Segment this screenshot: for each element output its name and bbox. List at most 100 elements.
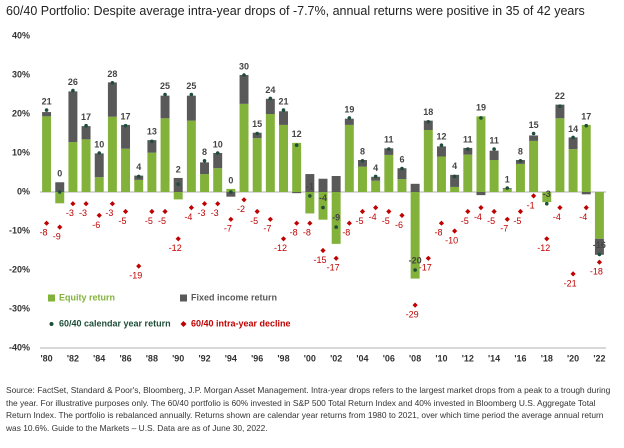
calendar-return-label: 17 bbox=[581, 111, 591, 121]
calendar-return-label: 0 bbox=[57, 169, 62, 179]
legend-swatch bbox=[49, 322, 54, 326]
intra-year-decline-label: -8 bbox=[303, 228, 311, 238]
legend-swatch bbox=[180, 321, 187, 327]
calendar-return-dot bbox=[505, 186, 510, 190]
intra-year-decline-label: -18 bbox=[590, 267, 603, 277]
bar-segment bbox=[94, 177, 104, 192]
calendar-return-label: 2 bbox=[176, 164, 181, 174]
calendar-return-dot bbox=[189, 92, 194, 97]
bar-segment bbox=[55, 192, 65, 204]
calendar-return-label: 8 bbox=[202, 147, 207, 157]
bar-segment bbox=[529, 140, 539, 192]
x-tick-label: '14 bbox=[488, 353, 500, 363]
bar-segment bbox=[305, 174, 315, 192]
calendar-return-label: 12 bbox=[292, 129, 302, 139]
intra-year-decline-marker bbox=[228, 216, 234, 222]
intra-year-decline-marker bbox=[188, 205, 194, 211]
bar-segment bbox=[384, 154, 394, 192]
bar-segment bbox=[410, 183, 420, 192]
bar-segment bbox=[68, 91, 78, 143]
bar-segment bbox=[397, 168, 407, 180]
intra-year-decline-marker bbox=[412, 302, 418, 308]
bar-segment bbox=[568, 149, 578, 192]
intra-year-decline-marker bbox=[583, 205, 589, 211]
bar-segment bbox=[384, 148, 394, 155]
calendar-return-dot bbox=[465, 147, 470, 151]
x-tick-label: '82 bbox=[67, 353, 79, 363]
intra-year-decline-marker bbox=[386, 208, 392, 215]
bar-segment bbox=[436, 146, 446, 157]
x-tick-label: '92 bbox=[198, 353, 210, 363]
calendar-return-label: 28 bbox=[107, 69, 117, 79]
calendar-return-dot bbox=[400, 166, 404, 171]
bar-segment bbox=[450, 174, 460, 187]
calendar-return-label: 8 bbox=[360, 146, 365, 156]
bar-segment bbox=[489, 150, 499, 161]
intra-year-decline-label: -21 bbox=[564, 278, 577, 288]
bar-segment bbox=[397, 179, 407, 192]
intra-year-decline-label: -4 bbox=[579, 212, 587, 222]
bar-segment bbox=[147, 140, 157, 153]
calendar-return-label: -4 bbox=[319, 193, 327, 203]
intra-year-decline-label: -7 bbox=[500, 224, 508, 234]
intra-year-decline-marker bbox=[438, 220, 445, 226]
intra-year-decline-label: -2 bbox=[237, 204, 245, 214]
calendar-return-dot bbox=[426, 120, 431, 124]
intra-year-decline-marker bbox=[504, 216, 510, 222]
bar-segment bbox=[121, 148, 131, 192]
calendar-return-label: 19 bbox=[344, 104, 354, 114]
bar-segment bbox=[515, 163, 525, 192]
calendar-return-dot bbox=[163, 92, 167, 97]
calendar-return-label: 11 bbox=[463, 134, 473, 144]
intra-year-decline-marker bbox=[215, 201, 221, 207]
calendar-return-label: -1 bbox=[306, 181, 314, 191]
calendar-return-label: 10 bbox=[94, 139, 104, 149]
bar-segment bbox=[502, 188, 512, 192]
bar-segment bbox=[226, 192, 236, 197]
y-tick-label: 40% bbox=[12, 30, 30, 40]
legend-label: 60/40 calendar year return bbox=[59, 318, 171, 328]
intra-year-decline-marker bbox=[241, 197, 247, 203]
calendar-return-label: -16 bbox=[593, 240, 606, 250]
bar-segment bbox=[252, 138, 262, 192]
bar-segment bbox=[568, 137, 578, 150]
intra-year-decline-marker bbox=[136, 263, 142, 269]
intra-year-decline-label: -4 bbox=[474, 212, 482, 222]
bar-segment bbox=[279, 124, 288, 192]
bar-segment bbox=[331, 192, 341, 244]
bar-segment bbox=[160, 95, 170, 119]
bar-segment bbox=[186, 120, 196, 192]
bar-segment bbox=[305, 192, 315, 214]
calendar-return-dot bbox=[492, 147, 496, 151]
intra-year-decline-label: -7 bbox=[224, 224, 232, 234]
intra-year-decline-marker bbox=[57, 224, 63, 230]
intra-year-decline-marker bbox=[201, 201, 208, 207]
calendar-return-dot bbox=[387, 147, 391, 151]
calendar-return-dot bbox=[281, 108, 286, 112]
x-tick-label: '04 bbox=[356, 353, 368, 363]
intra-year-decline-label: -6 bbox=[92, 220, 100, 230]
intra-year-decline-marker bbox=[544, 236, 550, 242]
bar-segment bbox=[358, 160, 367, 167]
calendar-return-label: 1 bbox=[505, 174, 510, 184]
intra-year-decline-label: -8 bbox=[434, 228, 442, 238]
calendar-return-dot bbox=[97, 151, 102, 155]
intra-year-decline-label: -10 bbox=[445, 235, 458, 245]
intra-year-decline-label: -5 bbox=[513, 216, 521, 226]
intra-year-decline-marker bbox=[359, 208, 366, 215]
calendar-return-label: 30 bbox=[239, 61, 249, 71]
intra-year-decline-label: -1 bbox=[527, 200, 535, 210]
intra-year-decline-marker bbox=[43, 220, 50, 226]
calendar-return-dot bbox=[558, 104, 562, 108]
intra-year-decline-label: -5 bbox=[382, 216, 390, 226]
intra-year-decline-marker bbox=[570, 271, 576, 277]
intra-year-decline-label: -8 bbox=[40, 228, 48, 238]
intra-year-decline-label: -12 bbox=[169, 243, 182, 253]
x-tick-label: '12 bbox=[462, 353, 474, 363]
calendar-return-dot bbox=[136, 174, 141, 179]
intra-year-decline-marker bbox=[280, 236, 287, 242]
calendar-return-dot bbox=[44, 108, 49, 112]
calendar-return-label: 19 bbox=[476, 103, 486, 113]
intra-year-decline-marker bbox=[557, 205, 563, 211]
intra-year-decline-marker bbox=[465, 208, 471, 215]
